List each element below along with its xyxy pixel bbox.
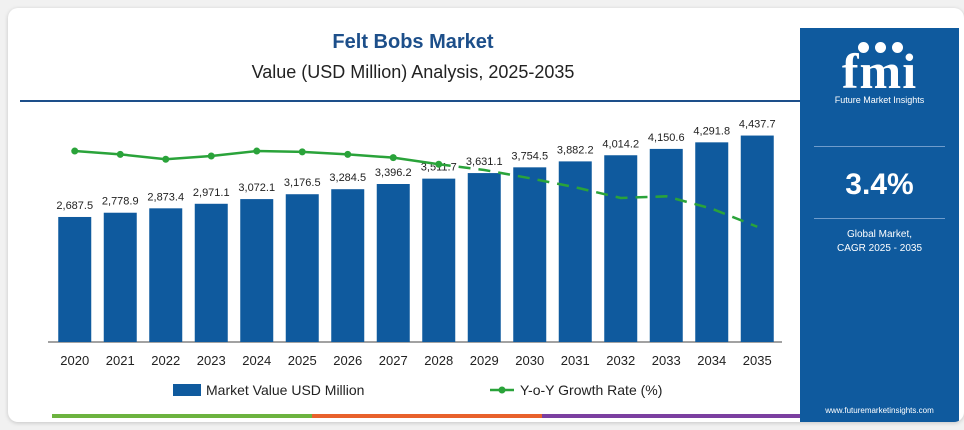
x-tick-label-2029: 2029 — [470, 353, 499, 368]
bar-2027 — [376, 184, 410, 342]
x-tick-label-2028: 2028 — [424, 353, 453, 368]
growth-point-2022 — [162, 155, 170, 163]
bar-value-label-2021: 2,778.9 — [102, 196, 139, 208]
bar-2029 — [467, 173, 501, 342]
growth-line-dashed — [438, 162, 758, 228]
bottom-accent-green — [52, 414, 312, 418]
x-tick-label-2026: 2026 — [333, 353, 362, 368]
growth-point-2021 — [116, 150, 124, 158]
bar-2020 — [58, 216, 92, 342]
x-tick-label-2020: 2020 — [60, 353, 89, 368]
x-tick-label-2032: 2032 — [606, 353, 635, 368]
cagr-value: 3.4% — [845, 168, 914, 201]
bar-2033 — [649, 148, 683, 342]
legend-bar-label: Market Value USD Million — [206, 382, 364, 398]
logo-people-icon — [858, 40, 918, 56]
cagr-label-line1: Global Market, — [846, 229, 913, 240]
chart-subtitle: Value (USD Million) Analysis, 2025-2035 — [251, 62, 575, 82]
bar-2034 — [695, 142, 729, 342]
x-tick-label-2034: 2034 — [697, 353, 726, 368]
bar-2023 — [194, 203, 228, 342]
bar-2028 — [422, 178, 456, 342]
website-link[interactable]: www.futuremarketinsights.com — [825, 406, 934, 415]
sidebar-divider-top — [814, 146, 945, 147]
bar-value-label-2025: 3,176.5 — [284, 177, 321, 189]
bar-2022 — [149, 208, 183, 342]
bar-2026 — [331, 189, 365, 342]
growth-point-2027 — [389, 154, 397, 162]
sidebar-panel: fmi Future Market Insights 3.4% Global M… — [800, 28, 959, 422]
growth-point-2026 — [344, 150, 352, 158]
x-tick-label-2022: 2022 — [151, 353, 180, 368]
bar-value-label-2027: 3,396.2 — [375, 167, 412, 179]
growth-point-2025 — [298, 148, 306, 156]
x-tick-label-2033: 2033 — [652, 353, 681, 368]
x-tick-label-2021: 2021 — [106, 353, 135, 368]
title-divider — [20, 100, 808, 102]
x-tick-label-2031: 2031 — [561, 353, 590, 368]
bar-value-label-2022: 2,873.4 — [147, 191, 184, 203]
bar-value-label-2033: 4,150.6 — [648, 132, 685, 144]
legend-line-label: Y-o-Y Growth Rate (%) — [520, 382, 662, 398]
bar-value-label-2035: 4,437.7 — [739, 119, 776, 131]
x-tick-label-2025: 2025 — [288, 353, 317, 368]
bar-2021 — [103, 212, 137, 342]
x-tick-label-2024: 2024 — [242, 353, 271, 368]
bar-value-label-2026: 3,284.5 — [329, 172, 366, 184]
chart-card: Felt Bobs Market Value (USD Million) Ana… — [8, 8, 964, 422]
chart-plot: 2,687.5 2020 2,778.9 2021 2,873.4 2022 2,971.1… — [48, 119, 782, 398]
x-tick-label-2027: 2027 — [379, 353, 408, 368]
bar-value-label-2020: 2,687.5 — [56, 200, 93, 212]
brand-logo: fmi — [841, 43, 918, 99]
bar-2032 — [604, 155, 638, 342]
bar-value-label-2023: 2,971.1 — [193, 187, 230, 199]
sidebar-divider-middle — [814, 218, 945, 219]
growth-point-2028 — [435, 160, 443, 168]
bar-2024 — [240, 199, 274, 342]
bar-2035 — [740, 135, 774, 342]
bar-2030 — [513, 167, 547, 342]
chart-title: Felt Bobs Market — [332, 31, 494, 53]
x-tick-label-2035: 2035 — [743, 353, 772, 368]
bar-value-label-2034: 4,291.8 — [693, 125, 730, 137]
growth-point-2020 — [71, 147, 79, 155]
bar-2025 — [285, 194, 319, 342]
bar-value-label-2029: 3,631.1 — [466, 156, 503, 168]
bar-value-label-2030: 3,754.5 — [511, 150, 548, 162]
bottom-accent-orange — [312, 414, 542, 418]
cagr-label: Global Market, CAGR 2025 - 2035 — [800, 228, 959, 256]
legend-bar-swatch — [173, 384, 201, 396]
legend-line-marker — [498, 386, 506, 394]
cagr-label-line2: CAGR 2025 - 2035 — [836, 243, 923, 254]
x-tick-label-2030: 2030 — [515, 353, 544, 368]
bottom-accent-purple — [542, 414, 800, 418]
brand-name: Future Market Insights — [834, 95, 925, 105]
growth-point-2024 — [253, 147, 261, 155]
growth-point-2023 — [207, 152, 215, 160]
bar-value-label-2024: 3,072.1 — [238, 182, 275, 194]
bar-value-label-2032: 4,014.2 — [602, 138, 639, 150]
bar-value-label-2031: 3,882.2 — [557, 144, 594, 156]
x-tick-label-2023: 2023 — [197, 353, 226, 368]
bar-2031 — [558, 161, 592, 342]
